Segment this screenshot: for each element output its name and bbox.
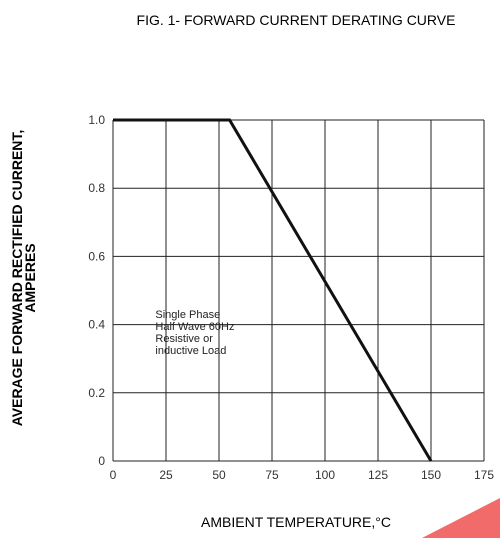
- x-tick-label-4: 100: [315, 468, 335, 482]
- corner-decoration: [422, 498, 500, 538]
- y-axis-label: AVERAGE FORWARD RECTIFIED CURRENT,AMPERE…: [9, 130, 38, 427]
- x-axis-label: AMBIENT TEMPERATURE,°C: [201, 514, 391, 530]
- y-tick-label-5: 1.0: [88, 113, 105, 127]
- x-tick-label-0: 0: [110, 468, 117, 482]
- y-tick-label-2: 0.4: [88, 318, 105, 332]
- y-tick-label-0: 0: [98, 454, 105, 468]
- series-group: [113, 118, 433, 462]
- y-tick-labels: 0 0.2 0.4 0.6 0.8 1.0: [88, 113, 105, 468]
- x-tick-label-5: 125: [368, 468, 388, 482]
- x-tick-label-1: 25: [159, 468, 173, 482]
- annotation-line-3: inductive Load: [155, 345, 226, 357]
- derating-line-0: [113, 118, 433, 462]
- y-axis-label-line-1: AMPERES: [22, 243, 38, 312]
- x-tick-labels: 0 25 50 75 100 125 150 175: [110, 468, 495, 482]
- x-tick-label-3: 75: [265, 468, 279, 482]
- y-tick-label-3: 0.6: [88, 249, 105, 263]
- annotation-line-2: Resistive or: [155, 333, 213, 345]
- y-tick-label-4: 0.8: [88, 181, 105, 195]
- chart-title: FIG. 1- FORWARD CURRENT DERATING CURVE: [137, 12, 456, 28]
- grid: [112, 119, 485, 462]
- y-axis-label-line-0: AVERAGE FORWARD RECTIFIED CURRENT,: [9, 130, 25, 427]
- x-tick-label-2: 50: [212, 468, 226, 482]
- x-tick-label-7: 175: [474, 468, 494, 482]
- annotation-line-0: Single Phase: [155, 309, 220, 321]
- annotation-line-1: Half Wave 60Hz: [155, 321, 234, 333]
- y-tick-label-1: 0.2: [88, 386, 105, 400]
- x-tick-label-6: 150: [421, 468, 441, 482]
